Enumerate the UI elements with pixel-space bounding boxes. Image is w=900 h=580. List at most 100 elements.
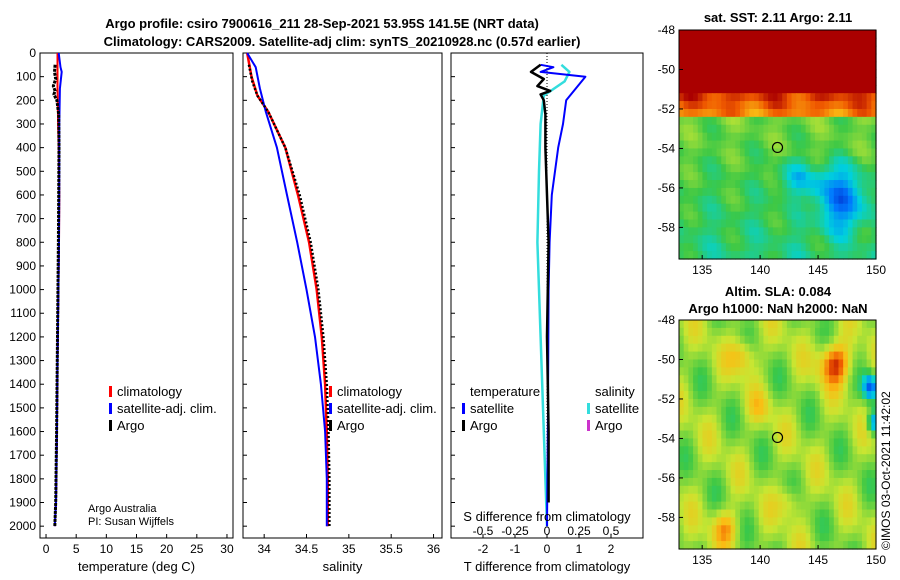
sla_map-cell xyxy=(716,525,722,534)
sla_map-cell xyxy=(838,541,844,550)
sst_map-cell xyxy=(777,116,783,126)
sst_map-cell xyxy=(829,93,835,102)
sla_map-cell xyxy=(815,501,821,511)
sst_map-cell xyxy=(852,148,858,157)
legend-label: Argo xyxy=(337,418,364,433)
sla_map-cell xyxy=(679,525,685,534)
sst_map-cell xyxy=(688,53,694,63)
sla_map-cell xyxy=(782,391,788,400)
sla_map-cell xyxy=(861,327,868,337)
sst_map-cell xyxy=(721,140,727,150)
sla_map-cell xyxy=(716,391,722,400)
sst_map-cell xyxy=(683,132,689,142)
sst_map-cell xyxy=(800,251,807,260)
sla_map-cell xyxy=(716,414,722,424)
sst_map-cell xyxy=(711,124,718,134)
sst_map-cell xyxy=(824,156,830,165)
sla_map-cell xyxy=(861,343,868,353)
sla_map-cell xyxy=(679,422,685,432)
sst_map-cell xyxy=(786,116,793,126)
sst_map-cell xyxy=(866,156,872,165)
sst_map-frame xyxy=(678,29,877,260)
sst_map-cell xyxy=(721,243,727,252)
depth-tick-label: 1600 xyxy=(9,425,36,439)
sla_map-cell xyxy=(711,359,718,368)
sla_map-cell xyxy=(871,485,877,495)
sla_map-cell xyxy=(716,477,722,487)
sla_map-cell xyxy=(735,335,741,345)
sst_map-cell xyxy=(847,211,854,221)
sla_map-cell xyxy=(824,501,830,511)
sst_map-cell xyxy=(852,187,858,197)
sla_map-cell xyxy=(800,343,807,353)
sst_map-cell xyxy=(815,211,821,221)
sst_map-cell xyxy=(739,93,746,102)
sla_map-cell xyxy=(866,335,872,345)
sla_map-cell xyxy=(744,406,750,416)
sla_map-cell xyxy=(800,359,807,368)
sst_map-cell xyxy=(815,53,821,63)
sst_map-cell xyxy=(693,140,699,150)
sla_map-cell xyxy=(871,501,877,511)
sla_map-cell xyxy=(693,493,699,503)
sla_map-cell xyxy=(833,320,840,329)
sst_map-cell xyxy=(758,180,765,189)
sst_map-cell xyxy=(702,187,708,197)
sst_map-cell xyxy=(707,211,713,221)
sst_map-cell xyxy=(777,180,783,189)
sst_map-cell xyxy=(688,140,694,150)
sla_map-cell xyxy=(707,446,713,455)
sla_map-cell xyxy=(702,525,708,534)
sla_map-cell xyxy=(791,351,797,361)
sla_map-cell xyxy=(721,493,727,503)
sst_map-cell xyxy=(847,116,854,126)
sst_map-cell xyxy=(749,61,755,71)
sst_map-cell xyxy=(843,195,849,205)
sst_map-cell xyxy=(716,61,722,71)
sla_map-cell xyxy=(815,359,821,368)
sla_map-cell xyxy=(796,359,802,368)
sst_map-cell xyxy=(711,132,718,142)
sla_map-cell xyxy=(768,359,774,368)
sst_map-cell xyxy=(739,195,746,205)
sst_map-cell xyxy=(810,116,816,126)
sst_map-cell xyxy=(721,69,727,78)
sst_map-cell xyxy=(772,77,779,86)
sla_map-cell xyxy=(721,533,727,542)
sla_map-cell xyxy=(800,375,807,384)
sla_map-cell xyxy=(679,414,685,424)
sla_map-cell xyxy=(744,367,750,376)
sla_map-cell xyxy=(683,343,689,353)
sla_map-cell xyxy=(739,446,746,455)
sst_map-cell xyxy=(815,164,821,173)
sla_map-cell xyxy=(796,414,802,424)
sla_map-cell xyxy=(833,335,840,345)
sst_map-cell xyxy=(711,148,718,157)
sla_map-cell xyxy=(702,414,708,424)
sla_map-cell xyxy=(800,367,807,376)
sla_map-cell xyxy=(683,485,689,495)
sst_map-cell xyxy=(847,243,854,252)
sla_map-cell xyxy=(847,335,854,345)
sst_map-cell xyxy=(791,140,797,150)
sst_map-cell xyxy=(721,148,727,157)
sla_map-cell xyxy=(843,541,849,550)
sst_map-cell xyxy=(782,148,788,157)
sla_map-cell xyxy=(768,493,774,503)
sla_map-cell xyxy=(786,485,793,495)
sla_map-cell xyxy=(711,462,718,471)
sla_map-cell xyxy=(815,383,821,392)
sst_map-cell xyxy=(725,37,732,47)
sla_map-cell xyxy=(810,485,816,495)
sla_map-cell xyxy=(800,391,807,400)
sst_map-cell xyxy=(833,30,840,39)
sla_map-cell xyxy=(707,359,713,368)
sst_map-ytick-label: -52 xyxy=(658,102,676,116)
sst_map-cell xyxy=(768,156,774,165)
sst_map-cell xyxy=(866,108,872,118)
sla_map-cell xyxy=(730,525,736,534)
sla_map-cell xyxy=(800,517,807,526)
sla_map-cell xyxy=(693,533,699,542)
sla_map-cell xyxy=(683,477,689,487)
sla_map-cell xyxy=(847,541,854,550)
